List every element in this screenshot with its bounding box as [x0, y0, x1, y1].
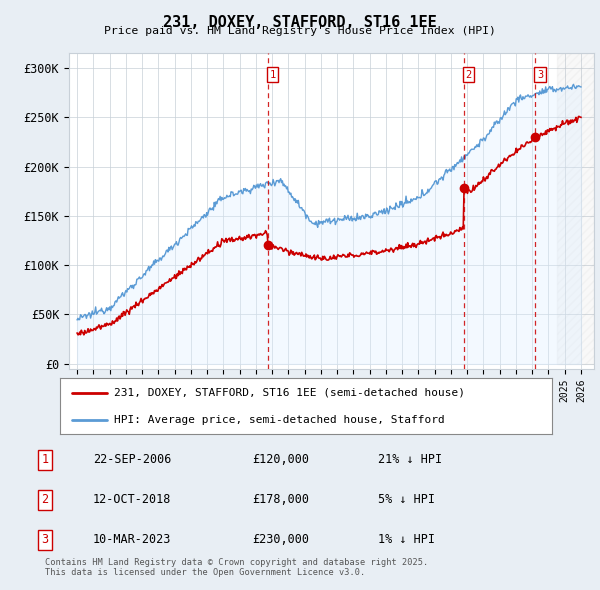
Text: £120,000: £120,000	[252, 453, 309, 466]
Text: 2: 2	[465, 70, 472, 80]
Text: 1: 1	[269, 70, 275, 80]
Text: 1% ↓ HPI: 1% ↓ HPI	[378, 533, 435, 546]
Text: 2: 2	[41, 493, 49, 506]
Text: 10-MAR-2023: 10-MAR-2023	[93, 533, 172, 546]
Text: £230,000: £230,000	[252, 533, 309, 546]
Text: Price paid vs. HM Land Registry's House Price Index (HPI): Price paid vs. HM Land Registry's House …	[104, 26, 496, 36]
Text: HPI: Average price, semi-detached house, Stafford: HPI: Average price, semi-detached house,…	[114, 415, 445, 425]
Text: 1: 1	[41, 453, 49, 466]
Text: 3: 3	[41, 533, 49, 546]
Text: 3: 3	[537, 70, 543, 80]
Text: 5% ↓ HPI: 5% ↓ HPI	[378, 493, 435, 506]
Text: £178,000: £178,000	[252, 493, 309, 506]
Text: 22-SEP-2006: 22-SEP-2006	[93, 453, 172, 466]
Text: 21% ↓ HPI: 21% ↓ HPI	[378, 453, 442, 466]
Text: Contains HM Land Registry data © Crown copyright and database right 2025.
This d: Contains HM Land Registry data © Crown c…	[45, 558, 428, 577]
Text: 231, DOXEY, STAFFORD, ST16 1EE: 231, DOXEY, STAFFORD, ST16 1EE	[163, 15, 437, 30]
Text: 231, DOXEY, STAFFORD, ST16 1EE (semi-detached house): 231, DOXEY, STAFFORD, ST16 1EE (semi-det…	[114, 388, 465, 398]
Text: 12-OCT-2018: 12-OCT-2018	[93, 493, 172, 506]
